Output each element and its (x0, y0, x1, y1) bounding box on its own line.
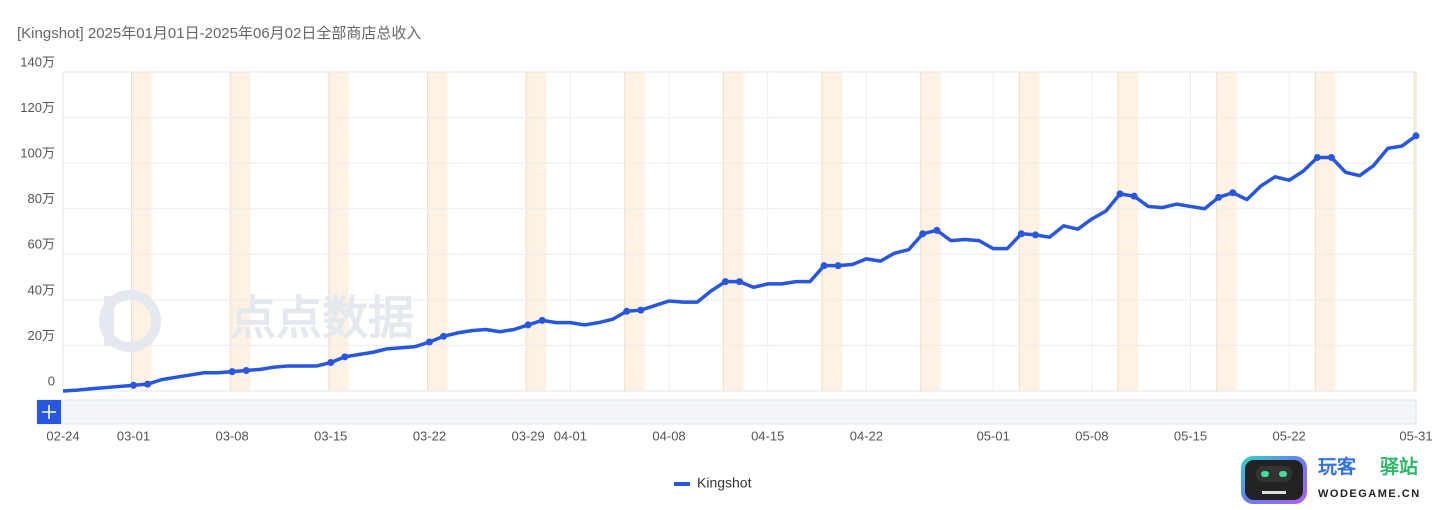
point-marker (637, 306, 645, 314)
y-tick-label: 0 (48, 373, 55, 388)
x-tick-label: 04-15 (751, 428, 784, 443)
legend-label[interactable]: Kingshot (697, 475, 752, 491)
x-tick-label: 03-01 (117, 428, 150, 443)
point-marker (933, 226, 941, 234)
site-logo: 玩客 驿站 WODEGAME.CN (1241, 455, 1421, 504)
y-tick-label: 60万 (28, 237, 55, 252)
weekend-band (822, 72, 843, 391)
weekend-band (427, 72, 448, 391)
point-marker (623, 307, 631, 315)
zoom-slider[interactable] (36, 399, 1417, 425)
x-tick-label: 02-24 (46, 428, 79, 443)
point-marker (1229, 189, 1237, 197)
x-tick-label: 04-08 (652, 428, 685, 443)
point-marker (1031, 231, 1039, 239)
x-tick-label: 03-08 (216, 428, 249, 443)
point-marker (1116, 190, 1124, 198)
point-marker (129, 381, 137, 389)
point-marker (538, 316, 546, 324)
x-tick-label: 05-01 (977, 428, 1010, 443)
weekend-band (328, 72, 349, 391)
weekend-band (1315, 72, 1336, 391)
point-marker (1130, 192, 1138, 200)
x-tick-label: 04-22 (850, 428, 883, 443)
point-marker (721, 278, 729, 286)
y-tick-label: 80万 (28, 191, 55, 206)
point-marker (1215, 193, 1223, 201)
bands (130, 72, 1416, 391)
lines (62, 132, 1420, 393)
weekend-band (1414, 72, 1416, 391)
y-tick-label: 120万 (20, 100, 55, 115)
point-marker (820, 262, 828, 270)
point-marker (736, 278, 743, 286)
point-marker (1313, 153, 1321, 161)
x-tick-label: 05-31 (1399, 428, 1432, 443)
point-marker (1412, 132, 1420, 140)
x-tick-label: 03-29 (511, 428, 544, 443)
y-tick-label: 20万 (28, 328, 55, 343)
point-marker (1017, 230, 1025, 238)
weekend-band (1216, 72, 1237, 391)
point-marker (228, 368, 236, 376)
point-marker (834, 262, 842, 270)
y-tick-label: 40万 (28, 282, 55, 297)
x-tick-label: 05-08 (1075, 428, 1108, 443)
weekend-band (230, 72, 251, 391)
weekend-band (131, 72, 152, 391)
point-marker (425, 338, 433, 346)
weekend-band (1118, 72, 1139, 391)
logo-cn1: 玩客 (1318, 455, 1357, 478)
x-labels: 02-24 03-01 03-08 03-15 03-22 03-29 04-01 04-08… (46, 428, 1432, 443)
zoom-plus (42, 405, 56, 419)
point-marker (524, 321, 532, 329)
chart-title: [Kingshot] 2025年01月01日-2025年06月02日全部商店总收… (17, 24, 421, 42)
x-tick-label: 05-22 (1273, 428, 1306, 443)
logo-en: WODEGAME.CN (1318, 488, 1421, 500)
logo-cn2: 驿站 (1380, 455, 1418, 478)
weekend-band (723, 72, 744, 391)
watermark-logo (99, 290, 161, 352)
watermark: 点点数据 (230, 292, 414, 344)
point-marker (242, 366, 250, 374)
weekend-band (526, 72, 547, 391)
x-tick-label: 03-15 (314, 428, 347, 443)
point-marker (1327, 153, 1335, 161)
point-marker (144, 380, 152, 388)
x-tick-label: 04-01 (554, 428, 587, 443)
point-marker (440, 332, 448, 340)
point-marker (341, 353, 349, 361)
y-tick-label: 140万 (20, 54, 55, 69)
point-marker (327, 359, 335, 367)
plot-frame (62, 71, 1417, 392)
y-tick-label: 100万 (20, 146, 55, 161)
weekend-band (1019, 72, 1040, 391)
weekend-band (624, 72, 645, 391)
x-tick-label: 05-15 (1174, 428, 1207, 443)
point-marker (919, 230, 927, 238)
x-tick-label: 03-22 (413, 428, 446, 443)
